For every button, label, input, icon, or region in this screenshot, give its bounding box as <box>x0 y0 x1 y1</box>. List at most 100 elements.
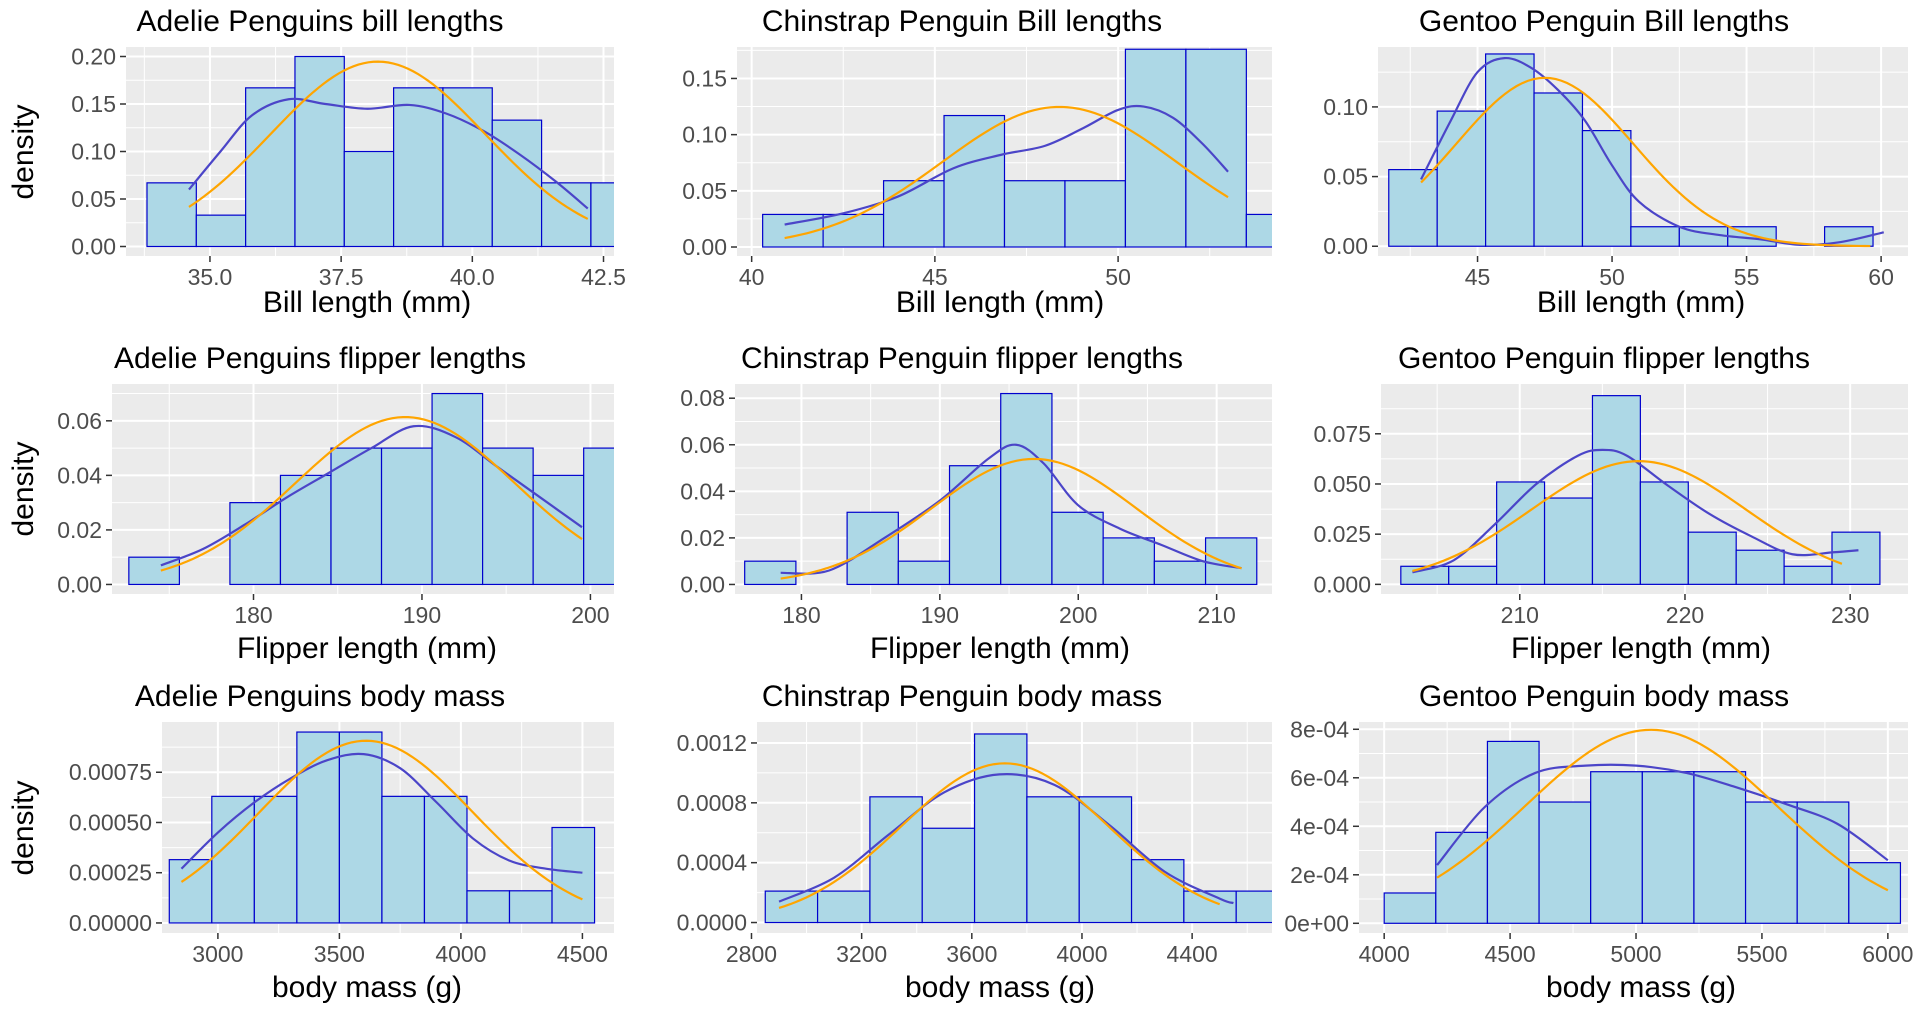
histogram-bar <box>943 114 1006 248</box>
y-tick-label: 0.10 <box>71 139 116 165</box>
histogram-bar <box>330 447 383 586</box>
x-tick-label: 190 <box>403 602 441 628</box>
x-tick-label: 60 <box>1868 264 1894 290</box>
y-tick-label: 0.05 <box>1323 164 1368 190</box>
histogram-bar <box>294 55 345 248</box>
histogram-bar <box>482 447 534 586</box>
x-tick-label: 50 <box>1105 264 1131 290</box>
panel-4: 180 190 200 0.00 0.02 0.04 0.06 Adelie Penguins… <box>7 342 614 665</box>
y-tick-label: 0.00025 <box>69 860 152 886</box>
x-tick-label: 5500 <box>1736 941 1787 967</box>
y-tick-label: 0e+00 <box>1284 910 1349 936</box>
histogram-bar <box>1102 537 1155 586</box>
x-tick-label: 210 <box>1197 602 1235 628</box>
y-tick-label: 0.08 <box>680 385 725 411</box>
density-curve <box>188 97 589 210</box>
histogram-bar <box>211 795 255 924</box>
histogram-bar <box>1185 48 1247 248</box>
x-axis-title: body mass (g) <box>272 971 462 1004</box>
histogram-bar <box>1235 890 1272 924</box>
histogram-bar <box>296 731 340 924</box>
histogram-bar <box>1641 771 1695 924</box>
y-tick-label: 0.00 <box>57 571 102 597</box>
y-tick-label: 0.05 <box>71 186 116 212</box>
panel-title: Adelie Penguins body mass <box>135 680 505 713</box>
histogram-bar <box>869 796 923 924</box>
histogram-bar <box>532 474 585 586</box>
histogram-bar <box>146 182 197 248</box>
x-tick-label: 230 <box>1831 602 1869 628</box>
histogram-bar <box>393 87 444 248</box>
histogram-bar <box>1735 549 1785 585</box>
x-tick-label: 5000 <box>1610 941 1661 967</box>
x-tick-label: 45 <box>922 264 948 290</box>
y-axis-title: density <box>7 441 40 536</box>
y-tick-label: 0.04 <box>57 462 102 488</box>
histogram-bar <box>466 890 511 924</box>
panel-1: 35.0 37.5 40.0 42.5 0.00 0.05 0.10 0.15 0.20 Adel… <box>7 5 626 319</box>
histogram-bar <box>253 795 298 924</box>
y-tick-label: 0.15 <box>682 65 727 91</box>
panel-title: Adelie Penguins bill lengths <box>137 5 504 38</box>
y-tick-label: 2e-04 <box>1290 862 1349 888</box>
histogram-bar <box>1051 511 1104 586</box>
histogram-bar <box>1744 801 1798 924</box>
x-tick-label: 37.5 <box>319 264 364 290</box>
x-tick-label: 50 <box>1599 264 1625 290</box>
histogram-bar <box>1064 180 1127 248</box>
histogram-bar <box>195 214 247 248</box>
x-tick-label: 3200 <box>836 941 887 967</box>
panel-9: 4000 4500 5000 5500 6000 0e+00 2e-04 4e-04 6e-04… <box>1284 680 1913 1004</box>
histogram-bar <box>1543 497 1594 585</box>
panel-8: 2800 3200 3600 4000 4400 0.0000 0.0004 0.0008 0.… <box>677 680 1272 1004</box>
density-curve <box>180 752 583 874</box>
x-tick-label: 45 <box>1465 264 1491 290</box>
y-axis-title: density <box>7 780 40 875</box>
y-tick-label: 8e-04 <box>1290 716 1349 742</box>
density-curve <box>1436 763 1889 866</box>
x-tick-label: 2800 <box>726 941 777 967</box>
histogram-bar <box>822 213 885 248</box>
panel-title: Gentoo Penguin body mass <box>1419 680 1789 713</box>
x-tick-label: 200 <box>571 602 609 628</box>
y-tick-label: 0.00075 <box>69 759 152 785</box>
panel-6: 210 220 230 0.000 0.025 0.050 0.075 Gentoo Peng… <box>1313 342 1908 665</box>
x-tick-label: 35.0 <box>188 264 233 290</box>
histogram-bar <box>1078 796 1133 924</box>
x-axis-title: Bill length (mm) <box>1537 286 1745 319</box>
normal-curve <box>778 762 1221 909</box>
x-tick-label: 4500 <box>1485 941 1536 967</box>
panel-title: Gentoo Penguin flipper lengths <box>1398 342 1810 375</box>
histogram-bar <box>1538 801 1592 924</box>
histogram-bar <box>583 447 614 586</box>
histogram-bar <box>1245 213 1272 248</box>
density-curve <box>1412 448 1859 574</box>
y-tick-label: 0.000 <box>1313 571 1371 597</box>
normal-curve <box>160 415 583 572</box>
histogram-bar <box>338 731 383 924</box>
y-axis-title: density <box>7 104 40 199</box>
histogram-bar <box>882 180 945 248</box>
y-tick-label: 0.06 <box>57 408 102 434</box>
histogram-bar <box>168 859 213 924</box>
x-tick-label: 200 <box>1059 602 1097 628</box>
normal-curve <box>784 105 1229 240</box>
y-tick-label: 0.20 <box>71 44 116 70</box>
histogram-bar <box>381 795 426 924</box>
panel-3: 45 50 55 60 0.00 0.05 0.10 Gentoo Penguin Bill … <box>1323 5 1908 319</box>
histogram-bar <box>816 890 871 924</box>
y-tick-label: 0.10 <box>682 122 727 148</box>
normal-curve <box>780 457 1242 580</box>
y-tick-label: 0.05 <box>682 178 727 204</box>
histogram-bar <box>380 447 433 586</box>
y-tick-label: 0.00 <box>682 234 727 260</box>
histogram-bar <box>590 182 614 248</box>
density-curve <box>160 424 583 567</box>
histogram-bar <box>1796 801 1850 924</box>
x-tick-label: 3000 <box>192 941 243 967</box>
histogram-bar <box>508 890 553 924</box>
density-curve <box>780 443 1242 575</box>
y-tick-label: 0.02 <box>57 517 102 543</box>
x-tick-label: 42.5 <box>581 264 626 290</box>
